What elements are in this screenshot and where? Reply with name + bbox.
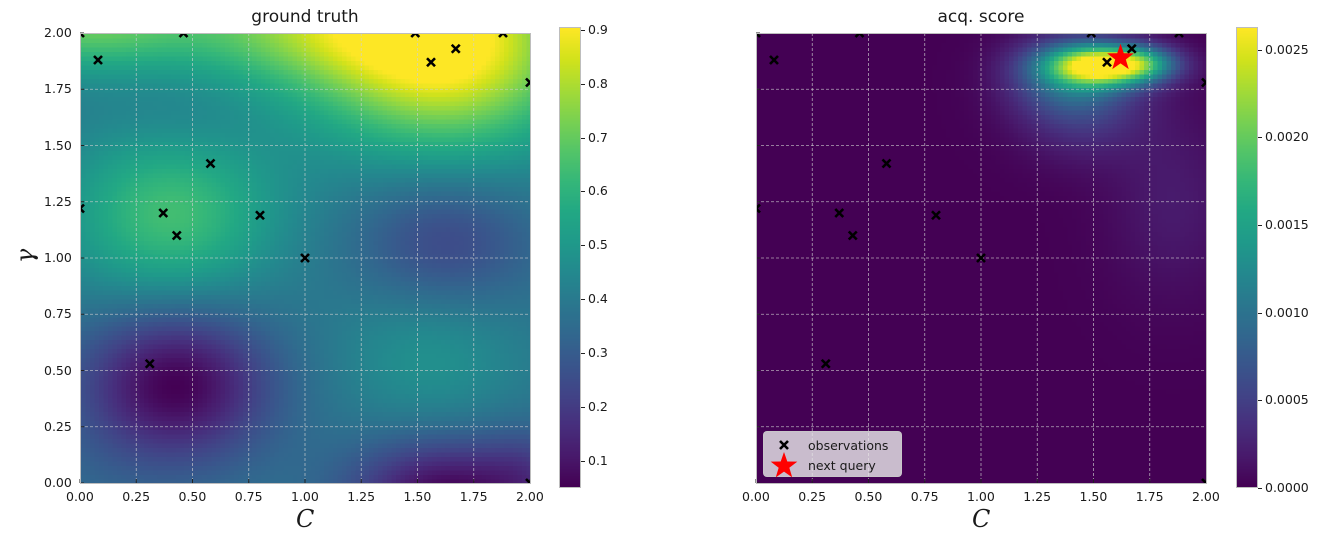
ground-truth-y-axis-label: γ [11, 248, 40, 264]
ground-truth-colorbar-gradient [560, 28, 580, 487]
colorbar-tick-label: 0.0025 [1265, 41, 1309, 57]
x-tick-label: 1.50 [1079, 489, 1108, 504]
colorbar-tick-label: 0.0000 [1265, 480, 1309, 495]
y-tick-label: 1.50 [44, 137, 72, 153]
x-tick-label: 2.00 [1192, 489, 1220, 504]
legend-label-next-query: next query [808, 457, 876, 473]
x-tick-label: 0.25 [122, 489, 151, 504]
x-tick-label: 0.50 [178, 489, 207, 504]
legend-entry-next-query: next query [764, 452, 876, 478]
ground-truth-heatmap-canvas [81, 34, 531, 484]
colorbar-tick-mark [581, 245, 585, 247]
colorbar-tick-mark [1258, 312, 1262, 314]
ground-truth-colorbar [559, 27, 581, 488]
colorbar-tick-label: 0.7 [588, 129, 608, 145]
y-tick-label: 1.00 [44, 250, 72, 265]
x-tick-label: 1.00 [291, 489, 319, 504]
y-tick-label: 1.75 [44, 81, 72, 97]
colorbar-tick-label: 0.0005 [1265, 392, 1309, 408]
colorbar-tick-label: 0.0020 [1265, 129, 1309, 145]
x-tick-label: 0.75 [910, 489, 939, 504]
colorbar-tick-mark [581, 353, 585, 355]
colorbar-tick-label: 0.5 [588, 237, 608, 253]
colorbar-tick-label: 0.9 [588, 21, 608, 37]
y-tick-label: 0.00 [44, 475, 72, 490]
x-tick-label: 1.75 [459, 489, 488, 504]
colorbar-tick-mark [1258, 137, 1262, 139]
x-tick-label: 1.00 [967, 489, 995, 504]
colorbar-tick-label: 0.0010 [1265, 304, 1309, 320]
x-tick-label: 0.00 [66, 489, 94, 504]
x-tick-label: 0.00 [742, 489, 770, 504]
colorbar-tick-label: 0.6 [588, 183, 608, 199]
colorbar-tick-mark [1258, 400, 1262, 402]
y-tick-label: 1.25 [44, 193, 72, 209]
acq-score-x-axis-label: C [972, 505, 991, 533]
colorbar-tick-mark [1258, 488, 1262, 489]
colorbar-tick-mark [581, 461, 585, 463]
colorbar-tick-mark [1258, 49, 1262, 51]
acq-score-colorbar [1236, 27, 1258, 488]
colorbar-tick-mark [1258, 225, 1262, 227]
colorbar-tick-mark [581, 137, 585, 139]
colorbar-tick-mark [581, 83, 585, 85]
x-tick-label: 1.25 [347, 489, 376, 504]
legend: observations next query [763, 431, 902, 478]
x-tick-label: 0.25 [798, 489, 827, 504]
colorbar-tick-label: 0.4 [588, 291, 608, 307]
x-tick-label: 1.50 [403, 489, 432, 504]
x-tick-label: 1.25 [1023, 489, 1052, 504]
acq-score-heatmap-canvas [757, 34, 1207, 484]
colorbar-tick-mark [581, 191, 585, 193]
colorbar-tick-label: 0.8 [588, 75, 608, 91]
ground-truth-x-axis-label: C [296, 505, 315, 533]
x-tick-label: 1.75 [1135, 489, 1164, 504]
colorbar-tick-mark [581, 29, 585, 31]
acq-score-colorbar-gradient [1237, 28, 1257, 487]
ground-truth-title: ground truth [251, 7, 359, 27]
acq-score-title: acq. score [937, 7, 1025, 27]
colorbar-tick-mark [581, 407, 585, 409]
legend-label-observations: observations [808, 437, 889, 453]
x-tick-label: 0.50 [854, 489, 883, 504]
star-marker-icon [764, 450, 804, 480]
x-tick-label: 0.75 [234, 489, 263, 504]
colorbar-tick-mark [581, 299, 585, 301]
y-tick-label: 0.75 [44, 306, 72, 322]
colorbar-tick-label: 0.0015 [1265, 217, 1309, 233]
y-tick-label: 0.25 [44, 418, 72, 434]
colorbar-tick-label: 0.2 [588, 399, 608, 415]
y-tick-label: 2.00 [44, 25, 72, 40]
ground-truth-heatmap [80, 33, 531, 484]
colorbar-tick-label: 0.1 [588, 453, 608, 469]
acq-score-heatmap [756, 33, 1207, 484]
y-tick-label: 0.50 [44, 362, 72, 378]
colorbar-tick-label: 0.3 [588, 345, 608, 361]
x-tick-label: 2.00 [516, 489, 544, 504]
